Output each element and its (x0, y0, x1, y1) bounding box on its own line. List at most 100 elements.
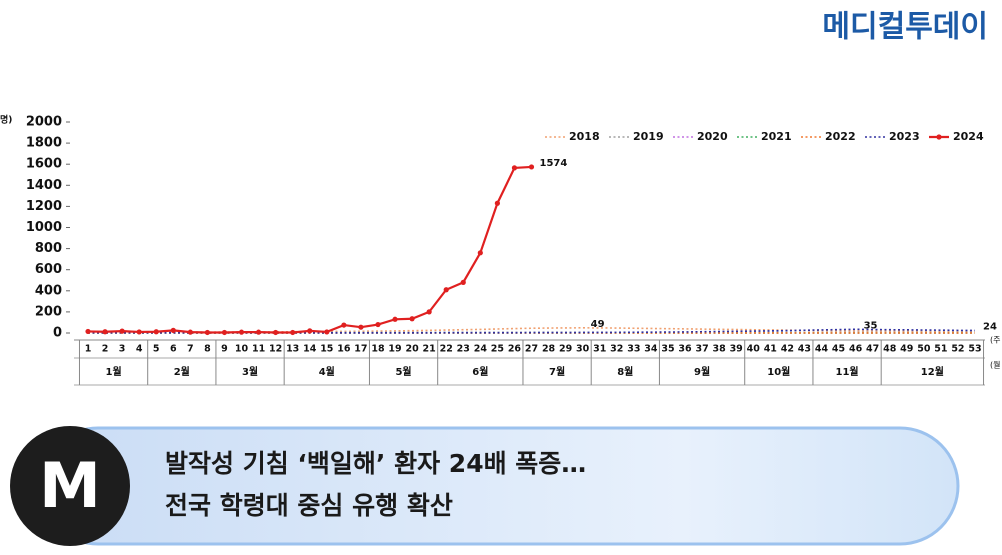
x-tick-label: 51 (934, 344, 947, 355)
series-marker (358, 324, 364, 330)
x-tick-label: 22 (440, 344, 453, 355)
x-tick-label: 5 (153, 344, 160, 355)
logo-letter: M (39, 449, 101, 522)
month-label: 8월 (617, 366, 633, 378)
series-marker (273, 329, 279, 336)
x-tick-label: 14 (303, 344, 317, 355)
series-line (88, 327, 976, 334)
series-marker (102, 329, 108, 335)
x-tick-label: 52 (951, 344, 964, 355)
series-marker (426, 309, 432, 315)
x-tick-label: 3 (119, 344, 126, 355)
series-marker (204, 329, 211, 336)
x-tick-label: 53 (968, 344, 981, 355)
x-tick-label: 33 (627, 344, 640, 355)
annotation: 24 (983, 321, 997, 332)
x-tick-label: 45 (832, 344, 845, 355)
x-tick-label: 26 (508, 344, 522, 355)
y-tick-label: 200 (35, 304, 62, 319)
series-marker (528, 164, 535, 170)
legend-marker (936, 134, 942, 140)
x-tick-label: 23 (457, 344, 470, 355)
x-tick-label: 10 (235, 344, 249, 355)
x-tick-label: 46 (849, 344, 863, 355)
legend-label: 2022 (825, 130, 856, 143)
y-tick-label: 0 (53, 326, 62, 341)
y-tick-label: 1600 (26, 157, 62, 172)
x-unit-label: (주 (990, 336, 1000, 345)
x-tick-label: 36 (678, 344, 692, 355)
series-line (87, 165, 532, 334)
x-tick-label: 28 (542, 344, 556, 355)
series-marker (290, 329, 296, 336)
series-marker (511, 165, 518, 171)
month-label: 7월 (549, 366, 565, 378)
y-tick-label: 800 (35, 241, 62, 256)
series-marker (460, 279, 466, 285)
x-tick-label: 16 (337, 344, 351, 355)
x-tick-label: 21 (423, 344, 436, 355)
x-tick-label: 7 (187, 344, 194, 355)
month-label: 1월 (106, 366, 122, 378)
x-tick-label: 34 (644, 344, 658, 355)
logo (10, 426, 130, 546)
x-tick-label: 41 (764, 344, 777, 355)
month-label: 10월 (767, 366, 790, 378)
x-tick-label: 38 (713, 344, 727, 355)
series-marker (255, 329, 262, 335)
x-tick-label: 15 (320, 344, 333, 355)
headline-line: 발작성 기침 ‘백일해’ 환자 24배 폭증… (165, 449, 586, 478)
series-marker (119, 328, 125, 334)
month-label: 3월 (242, 366, 258, 378)
legend-label: 2021 (761, 130, 792, 143)
x-tick-label: 39 (730, 344, 743, 355)
series-marker (375, 321, 381, 328)
series-marker (494, 200, 500, 206)
y-tick-label: 2000 (26, 115, 62, 130)
month-label: 11월 (836, 366, 859, 378)
x-tick-label: 40 (747, 344, 761, 355)
x-tick-label: 12 (269, 344, 282, 355)
y-tick-label: 1800 (26, 136, 62, 151)
y-tick-label: 1000 (26, 220, 62, 235)
y-tick-label: 1400 (26, 178, 62, 193)
series-marker (324, 329, 330, 335)
series-marker (221, 329, 228, 336)
month-label: 6월 (472, 366, 488, 378)
x-tick-label: 18 (371, 344, 385, 355)
x-tick-label: 27 (525, 344, 538, 355)
legend-label: 2020 (697, 130, 728, 143)
series-marker (392, 316, 398, 322)
x-tick-label: 19 (388, 344, 401, 355)
annotation: 1574 (540, 158, 568, 169)
x-tick-label: 2 (102, 344, 109, 355)
series-marker (341, 322, 347, 328)
series-marker (170, 327, 176, 333)
annotation: 35 (864, 320, 878, 331)
series-marker (307, 328, 313, 334)
series-marker (136, 329, 142, 335)
y-tick-label: 400 (35, 283, 62, 298)
y-tick-label: 600 (35, 262, 62, 277)
month-label: 4월 (319, 366, 335, 378)
x-tick-label: 43 (798, 344, 811, 355)
x-tick-label: 49 (900, 344, 913, 355)
x-tick-label: 31 (593, 344, 606, 355)
series-marker (85, 328, 91, 335)
series-marker (238, 329, 245, 335)
month-label: 2월 (174, 366, 190, 378)
x-tick-label: 4 (136, 344, 143, 355)
brand: 메디컬투데이 (822, 10, 988, 45)
legend-label: 2019 (633, 130, 664, 143)
x-tick-label: 9 (221, 344, 228, 355)
month-label: 5월 (395, 366, 411, 378)
series-line (88, 328, 976, 334)
x-tick-label: 47 (866, 344, 879, 355)
x-tick-label: 30 (576, 344, 590, 355)
x-unit-label: (월 (990, 360, 1000, 370)
x-tick-label: 6 (170, 344, 177, 355)
x-tick-label: 17 (354, 344, 367, 355)
x-tick-label: 32 (610, 344, 623, 355)
